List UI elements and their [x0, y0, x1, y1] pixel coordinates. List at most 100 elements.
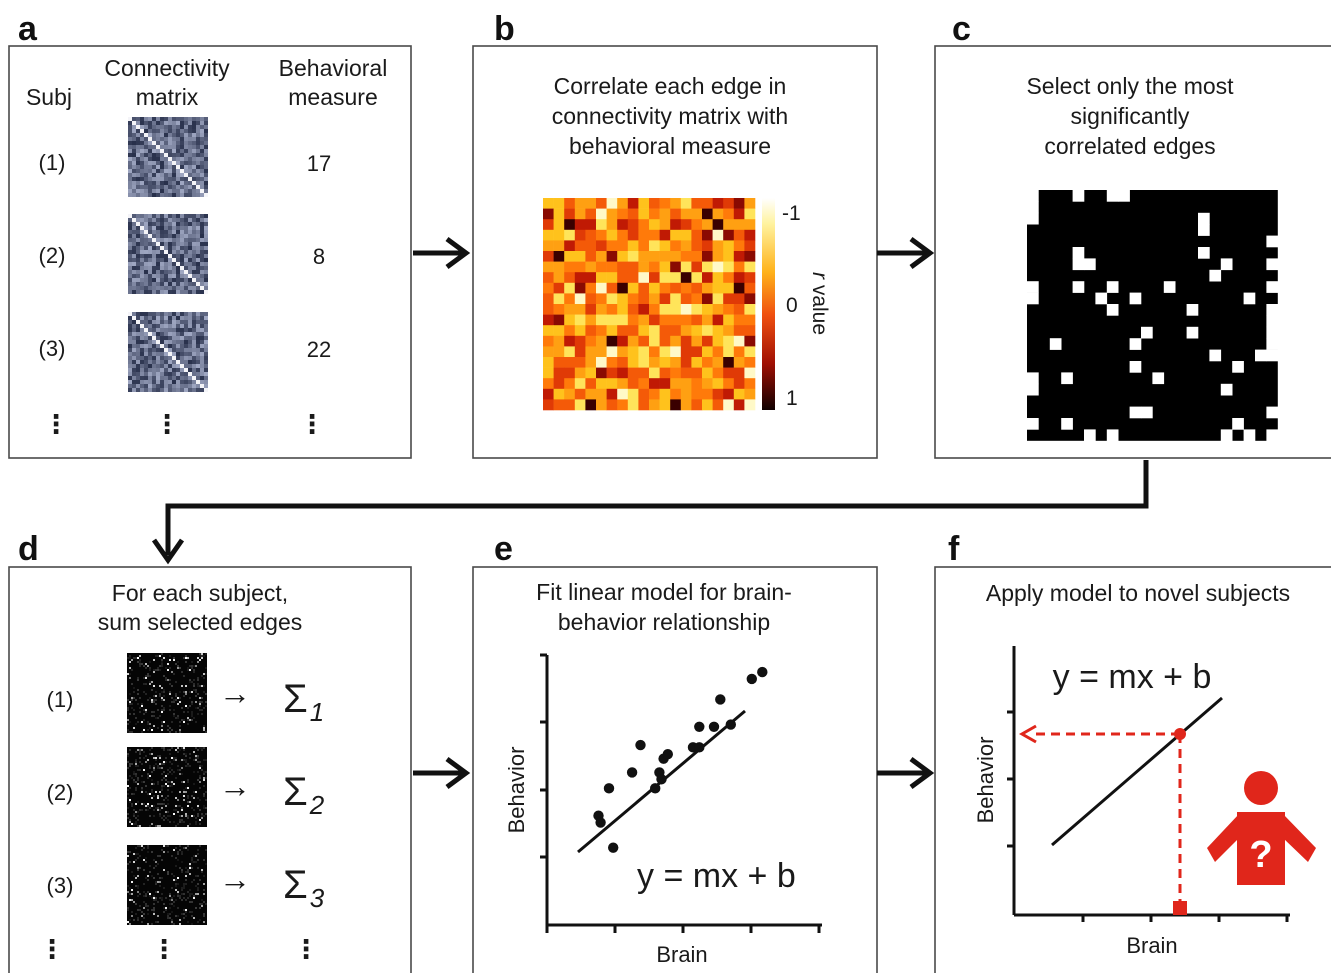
matrix-cell — [176, 242, 180, 246]
matrix-cell — [128, 177, 132, 181]
masked-cell — [167, 845, 169, 847]
masked-cell — [135, 823, 137, 825]
masked-cell — [177, 811, 179, 813]
matrix-cell — [204, 254, 208, 258]
matrix-cell — [172, 384, 176, 388]
matrix-cell — [144, 177, 148, 181]
matrix-cell — [172, 230, 176, 234]
heatmap-cell — [723, 261, 735, 273]
arrow-d-to-e — [413, 756, 471, 790]
heatmap-cell — [659, 229, 671, 241]
matrix-cell — [204, 125, 208, 129]
matrix-cell — [156, 356, 160, 360]
matrix-cell — [156, 181, 160, 185]
arrow-b-to-c — [877, 236, 935, 270]
selected-edge-cell — [1129, 292, 1142, 305]
heatmap-cell — [543, 198, 554, 209]
masked-cell — [175, 889, 177, 891]
matrix-cell — [156, 222, 160, 226]
matrix-cell — [204, 133, 208, 137]
selected-edge-cell — [1266, 326, 1279, 339]
heatmap-cell — [638, 240, 650, 252]
matrix-cell — [164, 149, 168, 153]
masked-cell — [189, 801, 191, 803]
matrix-cell — [148, 189, 152, 193]
masked-cell — [149, 895, 151, 897]
masked-cell — [165, 667, 167, 669]
masked-cell — [189, 823, 191, 825]
masked-cell — [169, 913, 171, 915]
matrix-cell — [168, 348, 172, 352]
masked-cell — [183, 847, 185, 849]
matrix-cell — [144, 376, 148, 380]
matrix-cell — [204, 165, 208, 169]
masked-cell — [155, 717, 157, 719]
matrix-cell — [180, 218, 184, 222]
heatmap-cell — [606, 261, 618, 273]
masked-cell — [203, 893, 205, 895]
matrix-cell — [172, 328, 176, 332]
masked-cell — [143, 883, 145, 885]
heatmap-cell — [712, 219, 724, 231]
matrix-cell — [188, 316, 192, 320]
masked-cell — [161, 705, 163, 707]
matrix-cell — [204, 185, 208, 189]
arrow-d-1: → — [219, 675, 251, 711]
matrix-cell — [160, 218, 164, 222]
masked-cell — [145, 683, 147, 685]
masked-cell — [199, 907, 201, 909]
matrix-cell — [128, 274, 132, 278]
matrix-cell — [132, 372, 136, 376]
matrix-cell — [136, 177, 140, 181]
matrix-cell — [168, 189, 172, 193]
masked-cell — [189, 669, 191, 671]
matrix-cell — [140, 250, 144, 254]
masked-cell — [141, 763, 143, 765]
masked-cell — [185, 871, 187, 873]
matrix-cell — [144, 226, 148, 230]
masked-cell — [193, 679, 195, 681]
heatmap-cell — [596, 282, 607, 294]
masked-cell — [127, 673, 129, 675]
matrix-cell — [152, 328, 156, 332]
heatmap-cell — [617, 229, 629, 241]
masked-background — [127, 845, 207, 925]
masked-cell — [197, 693, 199, 695]
masked-cell — [199, 685, 201, 687]
subject-label-1: (1) — [39, 150, 66, 175]
matrix-cell — [196, 137, 200, 141]
matrix-cell — [140, 328, 144, 332]
matrix-cell — [172, 336, 176, 340]
masked-cell — [127, 729, 129, 731]
heatmap-cell — [649, 251, 660, 262]
masked-cell — [127, 797, 129, 799]
matrix-cell — [184, 336, 188, 340]
masked-cell — [161, 709, 163, 711]
matrix-cell — [144, 290, 148, 294]
matrix-cell — [132, 173, 136, 177]
heatmap-cell — [606, 282, 618, 294]
matrix-cell — [176, 161, 180, 165]
heatmap-cell — [702, 219, 713, 231]
heatmap-cell — [606, 325, 618, 337]
heatmap-cell — [680, 219, 692, 231]
masked-cell — [133, 861, 135, 863]
heatmap-cell — [680, 282, 692, 294]
masked-cell — [185, 693, 187, 695]
matrix-cell — [148, 324, 152, 328]
masked-cell — [131, 683, 133, 685]
heatmap-cell — [596, 325, 607, 337]
masked-cell — [197, 661, 199, 663]
masked-cell — [203, 771, 205, 773]
matrix-cell — [144, 230, 148, 234]
matrix-cell — [192, 312, 196, 316]
matrix-cell — [196, 356, 200, 360]
matrix-cell — [144, 340, 148, 344]
masked-cell — [201, 749, 203, 751]
masked-cell — [191, 915, 193, 917]
matrix-cell — [140, 282, 144, 286]
heatmap-cell — [670, 367, 682, 379]
masked-cell — [167, 811, 169, 813]
heatmap-cell — [744, 314, 756, 326]
heatmap-cell — [627, 325, 639, 337]
